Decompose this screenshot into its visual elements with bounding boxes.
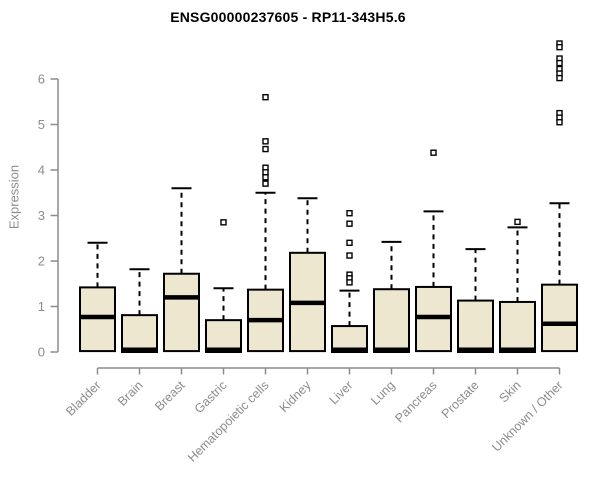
outlier-point xyxy=(556,74,563,82)
outlier-point xyxy=(262,180,269,187)
outlier-point xyxy=(262,169,269,176)
box-hematopoietic-cells xyxy=(247,93,284,353)
box-gastric xyxy=(205,219,242,353)
outlier-point xyxy=(430,149,437,156)
y-tick-label: 5 xyxy=(38,117,45,132)
y-tick-label: 2 xyxy=(38,254,45,269)
box-pancreas xyxy=(415,149,452,353)
outlier-point xyxy=(346,220,353,227)
x-tick-label-pancreas: Pancreas xyxy=(392,378,439,425)
x-tick-label-unknown-other: Unknown / Other xyxy=(489,378,565,454)
iqr-box xyxy=(205,319,242,353)
iqr-box xyxy=(121,314,158,353)
iqr-box xyxy=(373,288,410,353)
x-tick-label-hematopoietic-cells: Hematopoietic cells xyxy=(185,378,272,465)
box-breast xyxy=(163,187,200,353)
iqr-box xyxy=(79,286,116,353)
x-tick-label-brain: Brain xyxy=(115,378,146,409)
outlier-point xyxy=(220,219,227,226)
y-tick-label: 6 xyxy=(38,72,45,87)
outlier-point xyxy=(556,119,563,126)
outlier-point xyxy=(346,252,353,259)
x-tick-label-bladder: Bladder xyxy=(63,378,103,418)
outlier-point xyxy=(346,239,353,247)
box-prostate xyxy=(457,248,494,353)
box-brain xyxy=(121,268,158,353)
x-tick-label-prostate: Prostate xyxy=(439,378,482,421)
box-unknown-other xyxy=(541,40,578,353)
outlier-point xyxy=(262,93,269,101)
outlier-point xyxy=(262,138,269,145)
iqr-box xyxy=(541,283,578,353)
box-lung xyxy=(373,240,410,353)
outlier-point xyxy=(262,174,269,181)
box-liver xyxy=(331,210,368,354)
x-tick-label-gastric: Gastric xyxy=(192,378,230,416)
outlier-point xyxy=(556,59,563,67)
y-tick-label: 4 xyxy=(38,163,45,178)
outlier-point xyxy=(262,145,269,153)
x-tick-label-lung: Lung xyxy=(368,378,398,408)
x-tick-label-liver: Liver xyxy=(327,378,356,407)
outlier-point xyxy=(346,210,353,217)
outlier-point xyxy=(346,279,353,286)
chart-title: ENSG00000237605 - RP11-343H5.6 xyxy=(170,9,406,25)
x-tick-label-skin: Skin xyxy=(497,378,524,405)
x-tick-label-kidney: Kidney xyxy=(277,378,314,415)
iqr-box xyxy=(457,299,494,353)
iqr-box xyxy=(163,272,200,353)
outlier-point xyxy=(514,218,521,226)
box-kidney xyxy=(289,197,326,353)
y-tick-label: 1 xyxy=(38,299,45,314)
box-skin xyxy=(499,218,536,354)
y-tick-label: 0 xyxy=(38,345,45,360)
iqr-box xyxy=(499,300,536,354)
box-bladder xyxy=(79,241,116,353)
x-tick-label-breast: Breast xyxy=(152,378,188,414)
y-tick-label: 3 xyxy=(38,208,45,223)
outlier-point xyxy=(556,43,563,51)
